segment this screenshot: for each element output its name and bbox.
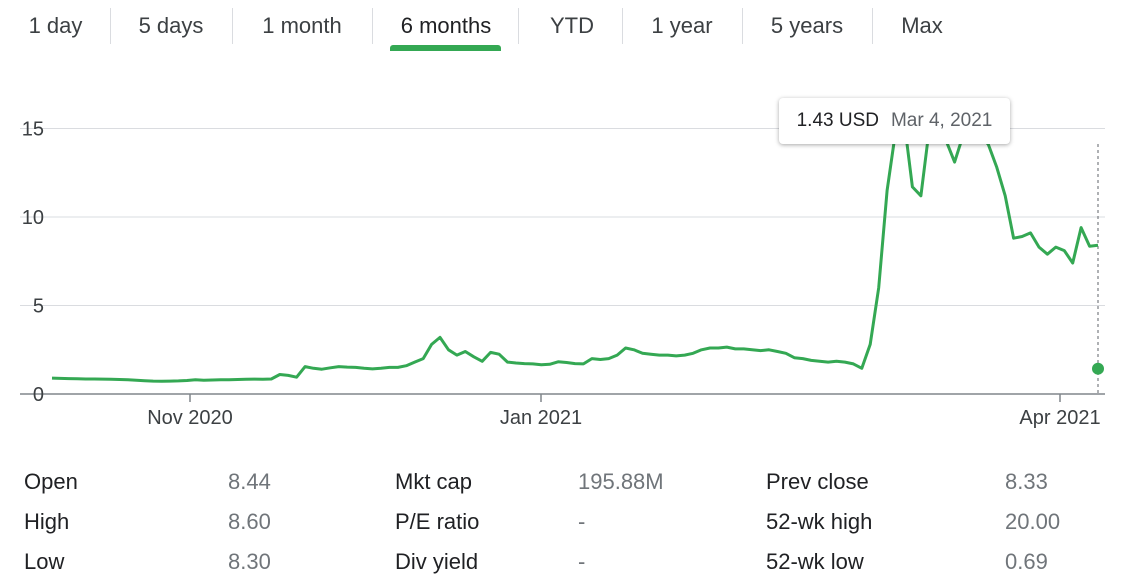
stat-value-52wk-high: 20.00 [1005, 509, 1061, 534]
stat-value-mkt-cap: 195.88M [578, 469, 664, 494]
stats-row: Low 8.30 Div yield - 52-wk low 0.69 [0, 542, 1130, 582]
tab-6-months[interactable]: 6 months [400, 13, 492, 38]
tab-ytd[interactable]: YTD [550, 13, 594, 38]
tab-5-days[interactable]: 5 days [138, 13, 204, 38]
stats-row: High 8.60 P/E ratio - 52-wk high 20.00 [0, 502, 1130, 542]
price-chart[interactable]: 0 5 10 15 Nov 2020 Jan 2021 Apr 2021 [0, 90, 1130, 440]
stat-value-pe-ratio: - [578, 509, 586, 534]
tab-1-day[interactable]: 1 day [28, 13, 83, 38]
tab-separator [518, 8, 519, 44]
range-tabs: 1 day 5 days 1 month 6 months YTD 1 year… [0, 0, 1130, 52]
stats-row: Open 8.44 Mkt cap 195.88M Prev close 8.3… [0, 462, 1130, 502]
y-axis-labels: 0 5 10 15 [22, 119, 44, 407]
y-tick-label: 15 [22, 119, 44, 141]
hover-point [1092, 362, 1104, 375]
y-tick-label: 5 [33, 296, 44, 318]
tab-separator [232, 8, 233, 44]
tab-separator [622, 8, 623, 44]
stat-label-high: High [24, 509, 70, 534]
stat-label-div-yield: Div yield [395, 549, 479, 574]
tooltip-price: 1.43 USD [796, 110, 879, 131]
y-gridlines [20, 128, 1105, 395]
stat-value-div-yield: - [578, 549, 586, 574]
stat-label-52wk-high: 52-wk high [766, 509, 873, 534]
tab-max[interactable]: Max [901, 13, 943, 38]
stat-value-52wk-low: 0.69 [1005, 549, 1048, 574]
x-tick-label: Apr 2021 [1019, 407, 1100, 429]
tab-1-year[interactable]: 1 year [651, 13, 713, 38]
stat-label-open: Open [24, 469, 78, 494]
stat-label-52wk-low: 52-wk low [766, 549, 864, 574]
tab-5-years[interactable]: 5 years [770, 13, 844, 38]
price-tooltip: 1.43 USD Mar 4, 2021 [779, 98, 1010, 144]
tooltip-date: Mar 4, 2021 [890, 110, 993, 131]
stat-label-mkt-cap: Mkt cap [395, 469, 473, 494]
tab-separator [742, 8, 743, 44]
y-tick-label: 0 [33, 384, 44, 406]
selected-tab-indicator [390, 45, 501, 51]
price-series-line [51, 118, 1099, 383]
x-tick-label: Nov 2020 [147, 407, 233, 429]
stat-label-pe-ratio: P/E ratio [395, 509, 480, 534]
stat-value-low: 8.30 [228, 549, 271, 574]
stat-label-prev-close: Prev close [766, 469, 869, 494]
tab-separator [872, 8, 873, 44]
tab-separator [372, 8, 373, 44]
x-tick-label: Jan 2021 [500, 407, 582, 429]
y-tick-label: 10 [22, 207, 44, 229]
stat-value-open: 8.44 [228, 469, 271, 494]
stat-label-low: Low [24, 549, 65, 574]
stat-value-high: 8.60 [228, 509, 271, 534]
tab-1-month[interactable]: 1 month [262, 13, 342, 38]
tab-separator [110, 8, 111, 44]
stat-value-prev-close: 8.33 [1005, 469, 1048, 494]
x-axis-ticks: Nov 2020 Jan 2021 Apr 2021 [147, 394, 1101, 429]
